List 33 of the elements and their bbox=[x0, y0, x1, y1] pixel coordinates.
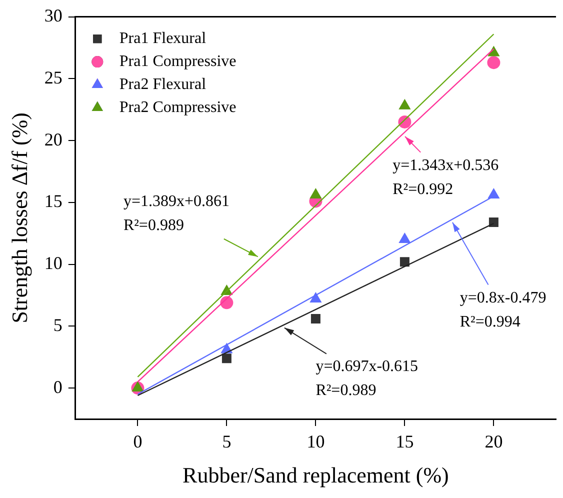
x-tick-label: 10 bbox=[306, 432, 325, 452]
point bbox=[310, 188, 322, 199]
point bbox=[132, 382, 144, 392]
annotation: y=0.697x-0.615 R²=0.989 bbox=[316, 358, 418, 400]
y-axis-title: Strength losses ∆f/f (%) bbox=[6, 112, 32, 324]
y-tick-label: 10 bbox=[44, 253, 62, 274]
y-tick-label: 5 bbox=[53, 314, 62, 335]
legend-label: Pra1 Compressive bbox=[119, 53, 236, 70]
point bbox=[488, 188, 500, 199]
x-tick-label: 0 bbox=[133, 432, 142, 452]
annotation: y=1.343x+0.536 R²=0.992 bbox=[392, 156, 499, 198]
legend-label: Pra1 Flexural bbox=[119, 30, 207, 48]
point bbox=[400, 257, 410, 267]
point bbox=[487, 56, 500, 70]
annotation: y=1.389x+0.861 R²=0.989 bbox=[123, 193, 230, 234]
legend-label: Pra2 Compressive bbox=[119, 99, 236, 116]
point bbox=[310, 292, 322, 302]
y-tick-label: 30 bbox=[44, 6, 62, 26]
point bbox=[488, 217, 498, 227]
x-tick-label: 15 bbox=[396, 432, 414, 452]
y-tick-label: 25 bbox=[44, 67, 62, 88]
y-tick-label: 15 bbox=[44, 191, 62, 212]
point bbox=[399, 99, 410, 110]
point bbox=[399, 233, 410, 244]
annotation: y=0.8x-0.479 R²=0.994 bbox=[460, 290, 546, 331]
y-tick-label: 0 bbox=[53, 376, 62, 397]
y-tick-label: 20 bbox=[44, 129, 62, 150]
legend-label: Pra2 Flexural bbox=[119, 76, 207, 94]
x-axis-title: Rubber/Sand replacement (%) bbox=[182, 462, 449, 488]
point bbox=[310, 314, 320, 324]
x-tick-label: 5 bbox=[222, 432, 232, 452]
point bbox=[222, 354, 232, 364]
x-tick-label: 20 bbox=[484, 432, 503, 452]
